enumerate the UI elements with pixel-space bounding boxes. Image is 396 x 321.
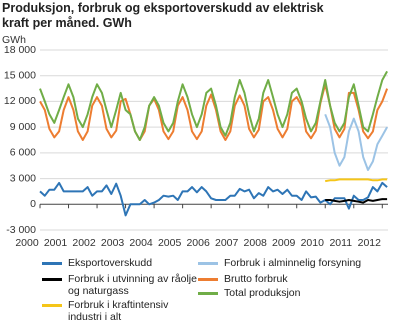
- x-tick-label: 2006: [186, 237, 210, 249]
- legend-label: Total produksjon: [224, 287, 301, 299]
- x-tick-label: 2002: [72, 237, 96, 249]
- legend-label: Forbruk i alminnelig forsyning: [224, 257, 362, 269]
- x-tick-label: 2003: [101, 237, 125, 249]
- y-tick-label: 9 000: [10, 121, 36, 133]
- y-tick-label: 18 000: [4, 44, 36, 56]
- y-tick-label: 6 000: [10, 147, 36, 159]
- legend-item: Forbruk i alminnelig forsyning: [198, 257, 384, 269]
- legend-label: Eksportoverskudd: [68, 257, 153, 269]
- y-tick-label: 3 000: [10, 172, 36, 184]
- legend-item: Brutto forbruk: [198, 273, 384, 285]
- legend-item: Forbruk i utvinning av råolje og naturga…: [42, 273, 198, 297]
- x-tick-label: 2011: [329, 237, 352, 249]
- chart-title: Produksjon, forbruk og eksportoverskudd …: [2, 1, 324, 30]
- y-tick-label: 15 000: [4, 69, 36, 81]
- legend-item: Total produksjon: [198, 287, 384, 299]
- legend-item: Forbruk i kraftintensiv industri i alt: [42, 299, 198, 321]
- series-line: [39, 83, 389, 141]
- x-tick-label: 2008: [244, 237, 268, 249]
- legend-item: Eksportoverskudd: [42, 257, 198, 269]
- x-tick-label: 2012: [358, 237, 382, 249]
- series-line: [324, 113, 388, 171]
- legend-swatch: [42, 262, 62, 265]
- x-tick-label: 2004: [129, 237, 153, 249]
- x-tick-label: 2010: [301, 237, 325, 249]
- series-line: [39, 70, 388, 141]
- x-tick-label: 2000: [15, 237, 39, 249]
- y-tick-label: 12 000: [4, 95, 36, 107]
- x-tick-label: 2001: [44, 237, 68, 249]
- x-tick-label: 2005: [158, 237, 182, 249]
- legend-swatch: [198, 292, 218, 295]
- series-line: [325, 178, 388, 183]
- legend-swatch: [198, 262, 218, 265]
- series-line: [39, 181, 388, 217]
- y-tick-label: 0: [30, 198, 36, 210]
- legend-swatch: [198, 278, 218, 281]
- legend-swatch: [42, 278, 62, 281]
- x-tick-label: 2007: [215, 237, 239, 249]
- y-tick-label: -3 000: [6, 224, 36, 236]
- x-tick-label: 2009: [272, 237, 296, 249]
- y-axis-label: GWh: [2, 34, 26, 46]
- series-line: [325, 198, 388, 204]
- legend-label: Brutto forbruk: [224, 273, 288, 285]
- legend-label: Forbruk i kraftintensiv industri i alt: [68, 299, 169, 321]
- legend-label: Forbruk i utvinning av råolje og naturga…: [68, 273, 197, 297]
- legend-swatch: [42, 304, 62, 307]
